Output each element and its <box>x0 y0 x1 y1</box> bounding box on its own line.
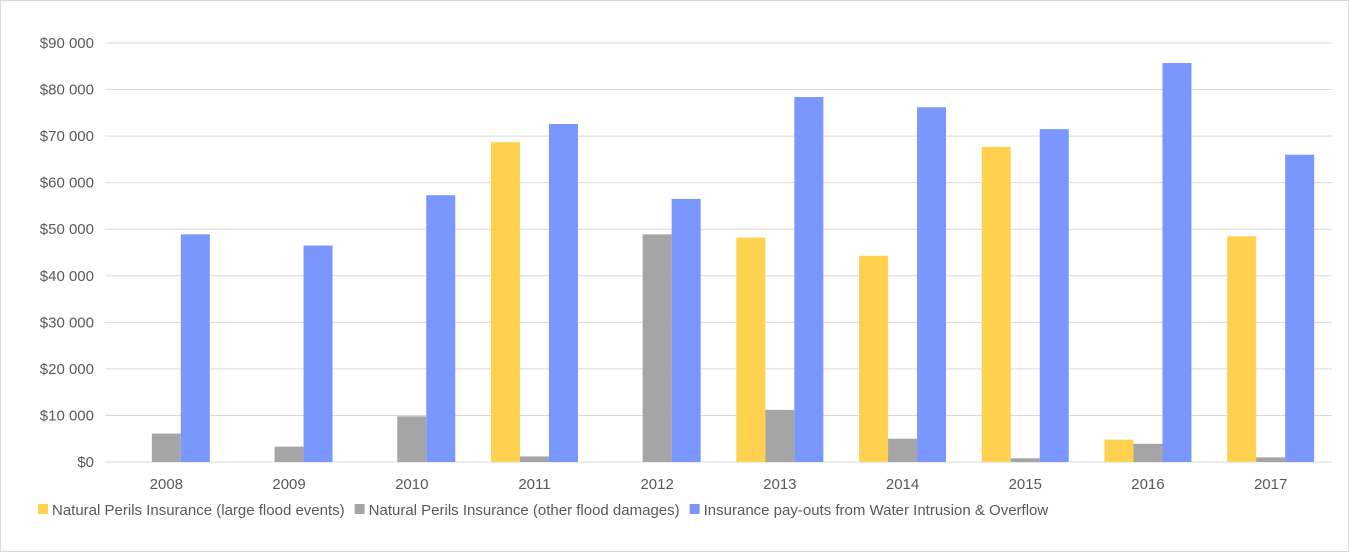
bar-2014-series-2 <box>888 438 918 462</box>
bar-2011-series-3 <box>548 124 578 463</box>
y-tick-label: $30 000 <box>40 314 94 331</box>
bar-2012-series-2 <box>642 234 672 462</box>
bar-2012-series-3 <box>671 198 701 462</box>
legend-label: Natural Perils Insurance (large flood ev… <box>52 502 345 519</box>
bar-2011-series-1 <box>490 142 520 462</box>
x-tick-label: 2013 <box>763 476 796 493</box>
bar-2016-series-2 <box>1133 443 1163 462</box>
bar-2017-series-2 <box>1256 457 1286 462</box>
x-axis-tick-labels: 2008 2009 2010 2011 2012 2013 2014 2015 2016 2017 <box>150 476 1288 493</box>
y-tick-label: $50 000 <box>40 221 94 238</box>
x-tick-label: 2014 <box>886 476 919 493</box>
bar-2013-series-2 <box>765 409 795 462</box>
bar-2016-series-1 <box>1104 439 1134 462</box>
y-tick-label: $60 000 <box>40 175 94 192</box>
bar-2015-series-2 <box>1010 458 1040 462</box>
legend-swatch <box>689 504 700 514</box>
legend-swatch <box>38 504 48 514</box>
x-tick-label: 2010 <box>395 476 428 493</box>
y-tick-label: $10 000 <box>40 407 94 424</box>
bar-2008-series-3 <box>180 234 210 462</box>
y-tick-label: $40 000 <box>40 268 94 285</box>
bar-2011-series-2 <box>519 456 549 462</box>
bar-2009-series-2 <box>274 446 304 462</box>
bar-2010-series-2 <box>397 416 427 462</box>
x-tick-label: 2008 <box>150 476 183 493</box>
x-tick-label: 2012 <box>640 476 673 493</box>
y-tick-label: $20 000 <box>40 361 94 378</box>
x-tick-label: 2017 <box>1254 476 1287 493</box>
bar-2008-series-2 <box>151 433 181 462</box>
bar-2016-series-3 <box>1162 63 1192 462</box>
legend-item-3: Insurance pay-outs from Water Intrusion … <box>689 502 1049 519</box>
legend: Natural Perils Insurance (large flood ev… <box>38 502 1048 519</box>
legend-swatch <box>354 504 365 514</box>
x-tick-label: 2015 <box>1009 476 1042 493</box>
y-tick-label: $70 000 <box>40 128 94 145</box>
bar-2014-series-3 <box>917 107 947 462</box>
bar-2015-series-3 <box>1039 129 1069 462</box>
gridlines <box>105 42 1332 463</box>
x-tick-label: 2016 <box>1131 476 1164 493</box>
bar-2014-series-1 <box>859 255 889 462</box>
bar-2009-series-3 <box>303 245 333 462</box>
legend-item-1: Natural Perils Insurance (large flood ev… <box>38 502 345 519</box>
bars <box>151 63 1315 463</box>
y-axis-tick-labels: $0 $10 000 $20 000 $30 000 $40 000 $50 000 $60… <box>40 35 94 471</box>
bar-2015-series-1 <box>981 146 1011 462</box>
y-tick-label: $0 <box>77 454 94 471</box>
x-tick-label: 2011 <box>518 476 550 493</box>
bar-2013-series-1 <box>736 237 766 462</box>
x-tick-label: 2009 <box>272 476 305 493</box>
legend-item-2: Natural Perils Insurance (other flood da… <box>354 502 680 519</box>
y-tick-label: $80 000 <box>40 82 94 99</box>
bar-2017-series-3 <box>1285 154 1315 462</box>
bar-2017-series-1 <box>1227 236 1257 462</box>
legend-label: Insurance pay-outs from Water Intrusion … <box>704 502 1049 519</box>
legend-label: Natural Perils Insurance (other flood da… <box>369 502 680 519</box>
y-tick-label: $90 000 <box>40 35 94 52</box>
bar-2010-series-3 <box>426 195 456 462</box>
bar-2013-series-3 <box>794 97 824 462</box>
